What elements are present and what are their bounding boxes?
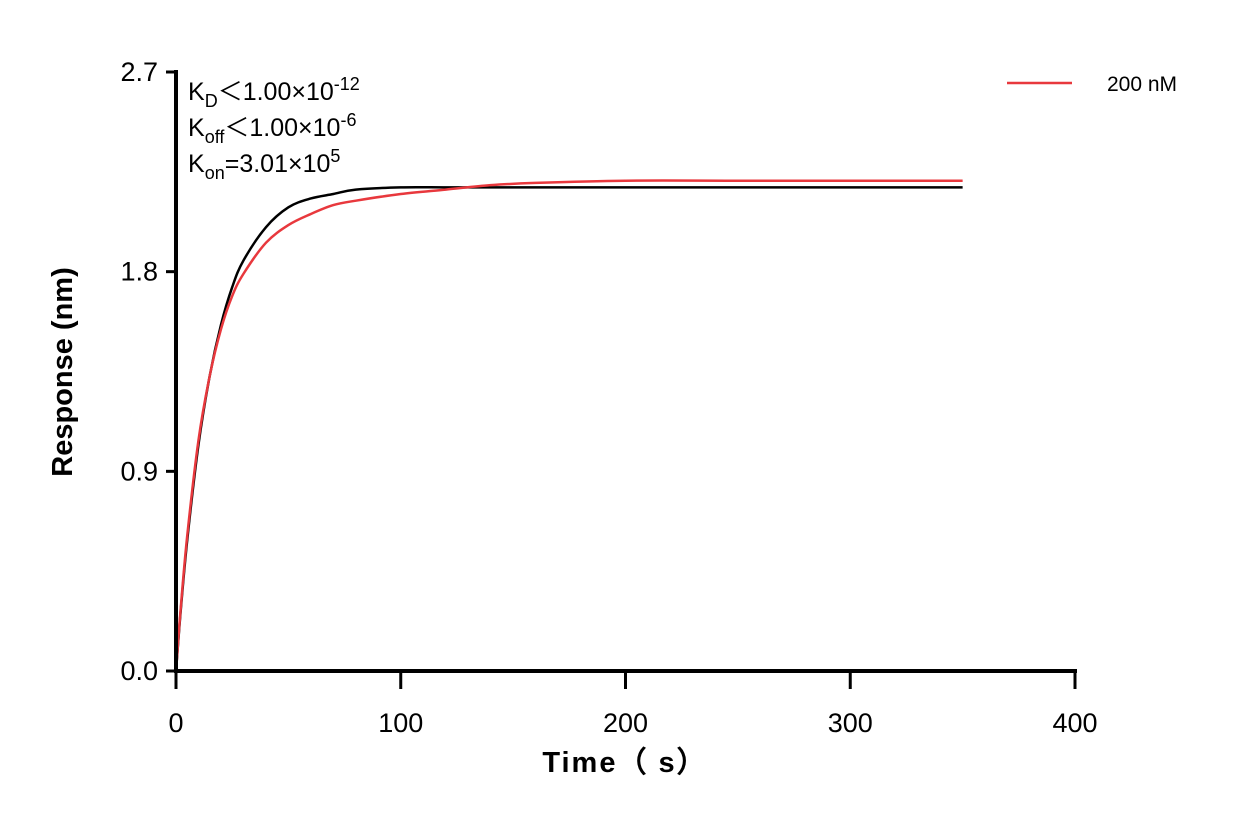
x-tick-label: 300 (828, 708, 873, 738)
annotation-sup: 5 (330, 146, 340, 166)
legend: 200 nM (1007, 73, 1177, 96)
y-tick-label: 0.0 (120, 656, 158, 686)
x-tick-label: 100 (378, 708, 423, 738)
fit-curve-line (174, 185, 963, 672)
annotation-main: K (188, 78, 205, 106)
annotation-sub: on (205, 163, 225, 183)
x-tick-label: 200 (603, 708, 648, 738)
annotation-sub: off (205, 127, 226, 147)
x-tick-label: 400 (1052, 708, 1097, 738)
y-tick-label: 0.9 (120, 456, 158, 486)
y-tick-label: 1.8 (120, 257, 158, 287)
kinetic-annotation: Koff＜1.00×10-6 (188, 110, 356, 147)
kinetic-annotation: KD＜1.00×10-12 (188, 74, 360, 111)
y-axis-label: Response (nm) (47, 267, 79, 476)
annotation-sup: -12 (334, 74, 360, 94)
annotation-rest: ＜1.00×10 (218, 78, 334, 106)
x-tick-label: 0 (168, 708, 183, 738)
annotation-rest: =3.01×10 (225, 150, 331, 178)
series-200nM-line (174, 179, 963, 672)
annotation-sub: D (205, 91, 218, 111)
annotation-sup: -6 (340, 110, 356, 130)
y-tick-label: 2.7 (120, 57, 158, 87)
x-axis-label: Time（ s） (542, 746, 707, 779)
kinetic-annotation: Kon=3.01×105 (188, 146, 340, 183)
annotation-main: K (188, 114, 205, 142)
curves (174, 179, 963, 672)
legend-label: 200 nM (1107, 73, 1177, 96)
annotation-rest: ＜1.00×10 (224, 114, 340, 142)
annotation-main: K (188, 150, 205, 178)
